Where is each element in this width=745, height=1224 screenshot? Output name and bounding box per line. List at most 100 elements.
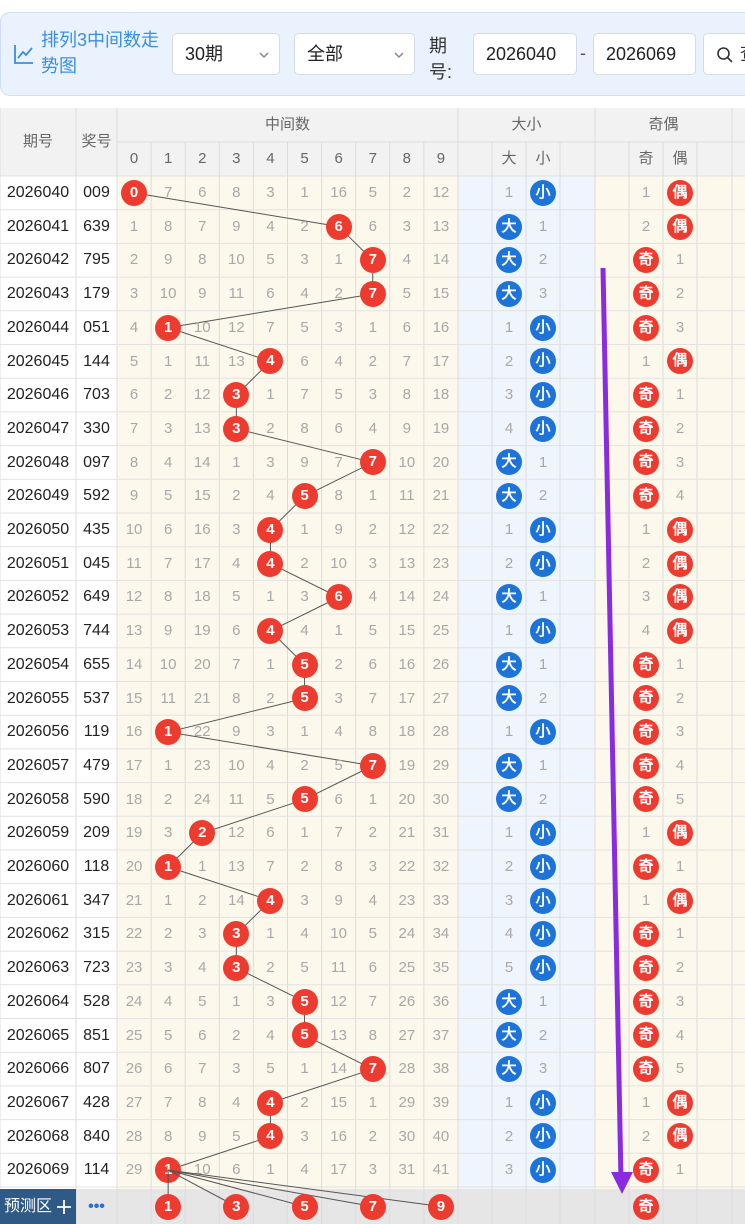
size-miss-cell: 1 — [504, 521, 514, 538]
prize-cell: 851 — [83, 1026, 110, 1044]
issue-cell: 2026060 — [6, 858, 70, 875]
header-size: 大小 — [511, 116, 542, 133]
miss-count-cell: 5 — [368, 622, 377, 640]
parity-ball: 偶 — [667, 1089, 693, 1116]
type-select[interactable]: 全部 — [294, 33, 415, 75]
size-miss-cell: 3 — [504, 1161, 514, 1179]
miss-count-cell: 20 — [398, 790, 416, 808]
miss-count-cell: 3 — [300, 588, 309, 606]
header-digit-9: 9 — [436, 150, 446, 167]
parity-ball: 偶 — [667, 213, 693, 240]
miss-count-cell: 8 — [334, 487, 343, 505]
miss-count-cell: 19 — [193, 622, 211, 640]
parity-ball: 奇 — [633, 921, 659, 948]
miss-count-cell: 1 — [334, 622, 343, 640]
parity-miss-cell: 2 — [641, 554, 651, 572]
prize-cell: 703 — [83, 386, 110, 404]
search-button[interactable]: 查询 — [703, 33, 745, 75]
miss-count-cell: 11 — [160, 689, 176, 707]
size-miss-cell: 1 — [504, 318, 514, 336]
prize-cell: 592 — [83, 487, 110, 505]
miss-count-cell: 7 — [368, 689, 377, 707]
miss-count-cell: 14 — [193, 453, 211, 471]
start-issue-input[interactable]: 2026040 — [473, 33, 577, 75]
miss-count-cell: 4 — [266, 756, 275, 774]
size-ball: 小 — [530, 820, 556, 847]
miss-count-cell: 7 — [163, 554, 173, 572]
size-ball: 小 — [530, 1089, 556, 1116]
miss-count-cell: 3 — [232, 521, 241, 538]
issue-cell: 2026061 — [6, 891, 70, 909]
middle-digit-ball: 3 — [223, 954, 250, 981]
miss-count-cell: 4 — [334, 352, 343, 370]
miss-count-cell: 1 — [300, 824, 309, 842]
miss-count-cell: 27 — [432, 689, 450, 707]
miss-count-cell: 3 — [368, 858, 377, 875]
size-ball: 小 — [530, 719, 556, 746]
miss-count-cell: 1 — [266, 588, 275, 606]
miss-count-cell: 15 — [193, 487, 211, 505]
period-select[interactable]: 30期 — [172, 33, 280, 75]
miss-count-cell: 6 — [368, 217, 377, 235]
parity-miss-cell: 5 — [675, 790, 685, 808]
miss-count-cell: 2 — [163, 386, 173, 404]
miss-count-cell: 1 — [163, 756, 173, 774]
miss-count-cell: 7 — [334, 453, 343, 471]
miss-count-cell: 21 — [193, 689, 211, 707]
parity-miss-cell: 1 — [675, 251, 685, 269]
miss-count-cell: 9 — [300, 453, 309, 471]
miss-count-cell: 26 — [125, 1060, 143, 1078]
miss-count-cell: 18 — [125, 790, 143, 808]
miss-count-cell: 7 — [163, 1093, 173, 1111]
page-title-block: 排列3中间数走势图 — [13, 27, 159, 79]
issue-cell: 2026043 — [6, 285, 70, 303]
more-button[interactable]: ••• — [88, 1198, 105, 1215]
search-label: 查询 — [740, 44, 745, 74]
parity-ball: 奇 — [633, 954, 659, 981]
size-ball: 大 — [496, 280, 522, 307]
middle-digit-ball: 4 — [257, 348, 284, 375]
miss-count-cell: 21 — [398, 824, 416, 842]
miss-count-cell: 1 — [368, 487, 377, 505]
miss-count-cell: 5 — [266, 1060, 275, 1078]
miss-count-cell: 1 — [198, 858, 207, 875]
miss-count-cell: 2 — [300, 1093, 309, 1111]
miss-count-cell: 3 — [402, 217, 412, 235]
parity-miss-cell: 4 — [641, 622, 651, 640]
miss-count-cell: 26 — [432, 655, 450, 673]
header-issue: 期号 — [22, 133, 53, 150]
miss-count-cell: 9 — [163, 622, 173, 640]
miss-count-cell: 31 — [398, 1161, 416, 1179]
size-miss-cell: 2 — [538, 1026, 548, 1044]
miss-count-cell: 7 — [232, 655, 241, 673]
miss-count-cell: 29 — [125, 1161, 143, 1179]
parity-miss-cell: 1 — [641, 1093, 651, 1111]
header-digit-6: 6 — [334, 150, 343, 167]
miss-count-cell: 8 — [232, 689, 241, 707]
size-miss-cell: 1 — [538, 992, 548, 1010]
miss-count-cell: 25 — [398, 959, 416, 977]
miss-count-cell: 8 — [198, 251, 207, 269]
miss-count-cell: 1 — [334, 251, 343, 269]
middle-digit-ball: 2 — [189, 820, 216, 847]
miss-count-cell: 24 — [432, 588, 450, 606]
middle-digit-ball: 3 — [223, 921, 250, 948]
parity-ball: 奇 — [633, 685, 659, 712]
prize-cell: 528 — [83, 992, 110, 1010]
miss-count-cell: 14 — [398, 588, 416, 606]
range-separator: - — [580, 43, 586, 63]
miss-count-cell: 4 — [266, 217, 275, 235]
prize-cell: 795 — [83, 251, 110, 269]
miss-count-cell: 36 — [432, 992, 450, 1010]
miss-count-cell: 2 — [232, 487, 241, 505]
miss-count-cell: 6 — [334, 419, 343, 437]
middle-digit-ball: 4 — [257, 1089, 284, 1116]
miss-count-cell: 1 — [163, 352, 173, 370]
parity-ball: 奇 — [633, 483, 659, 510]
predict-area-button[interactable]: 预测区 — [0, 1189, 76, 1224]
end-issue-input[interactable]: 2026069 — [593, 33, 696, 75]
size-miss-cell: 1 — [504, 622, 514, 640]
predict-digit-ball: 5 — [291, 1193, 318, 1220]
miss-count-cell: 3 — [266, 453, 275, 471]
